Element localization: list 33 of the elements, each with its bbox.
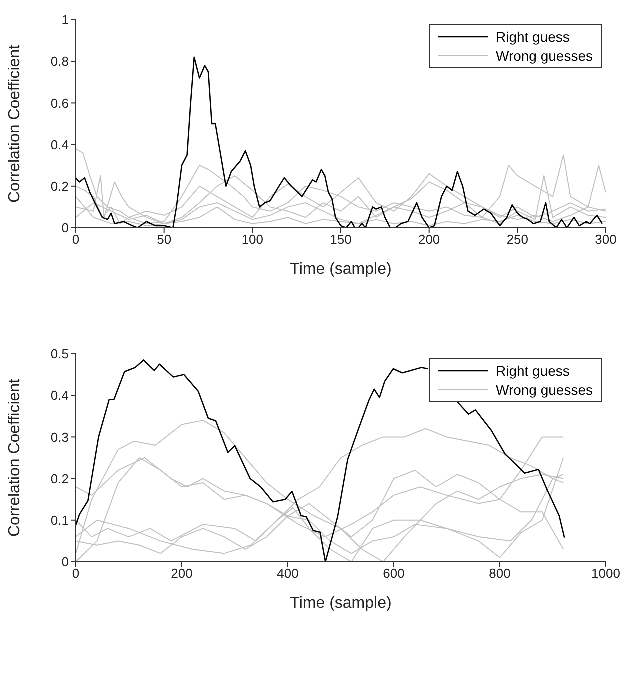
y-axis-title: Correlation Coefficient bbox=[6, 44, 24, 204]
y-tick-label: 0.4 bbox=[50, 137, 69, 152]
y-tick-label: 0 bbox=[62, 220, 69, 236]
y-axis-title: Correlation Coefficient bbox=[6, 378, 24, 538]
legend-label: Right guess bbox=[496, 28, 570, 44]
x-tick-label: 100 bbox=[242, 232, 264, 248]
x-tick-label: 600 bbox=[383, 566, 405, 582]
x-tick-label: 150 bbox=[330, 232, 352, 248]
x-tick-label: 0 bbox=[72, 232, 80, 248]
x-tick-label: 250 bbox=[506, 232, 529, 248]
legend-label: Wrong guesses bbox=[496, 382, 593, 398]
legend-label: Right guess bbox=[496, 362, 570, 378]
y-tick-label: 0.2 bbox=[50, 179, 69, 194]
y-tick-label: 0.6 bbox=[50, 96, 69, 111]
x-tick-label: 50 bbox=[157, 232, 172, 248]
y-tick-label: 0.2 bbox=[50, 471, 69, 486]
y-tick-label: 0.4 bbox=[50, 388, 69, 404]
x-tick-label: 800 bbox=[489, 566, 511, 582]
x-tick-label: 0 bbox=[72, 566, 80, 582]
x-tick-label: 200 bbox=[418, 232, 440, 248]
y-tick-label: 0.3 bbox=[50, 430, 69, 445]
y-tick-label: 1 bbox=[62, 12, 69, 28]
y-tick-label: 0.1 bbox=[50, 513, 69, 528]
y-tick-label: 0 bbox=[62, 554, 69, 570]
legend-label: Wrong guesses bbox=[496, 48, 593, 64]
y-tick-label: 0.8 bbox=[50, 54, 69, 70]
y-tick-label: 0.5 bbox=[50, 346, 69, 362]
x-axis-title: Time (sample) bbox=[290, 261, 392, 278]
x-tick-label: 200 bbox=[171, 566, 193, 582]
x-tick-label: 1000 bbox=[592, 566, 620, 582]
x-axis-title: Time (sample) bbox=[290, 595, 392, 612]
x-tick-label: 400 bbox=[277, 566, 299, 582]
x-tick-label: 300 bbox=[595, 232, 617, 248]
